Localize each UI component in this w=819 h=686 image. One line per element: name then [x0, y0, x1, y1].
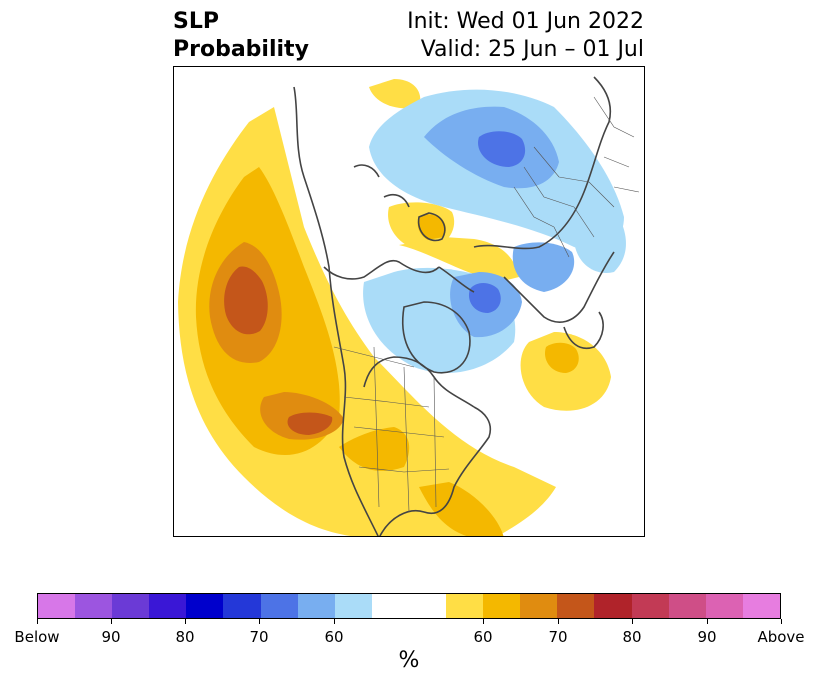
alaska-light [369, 79, 421, 109]
greenland-mid-blue [468, 283, 501, 313]
colorbar-segment [742, 594, 780, 618]
colorbar-tick-mark [334, 619, 335, 624]
colorbar-unit: % [398, 648, 420, 673]
polar-blue [512, 242, 575, 292]
colorbar-tick-label: Above [757, 628, 805, 646]
borders [333, 96, 640, 513]
colorbar-segment [668, 594, 706, 618]
init-date: Init: Wed 01 Jun 2022 [407, 9, 644, 34]
colorbar [37, 593, 781, 619]
colorbar-segment [112, 594, 150, 618]
colorbar-tick-mark [632, 619, 633, 624]
colorbar-tick-label: 60 [473, 628, 493, 646]
colorbar-segment [75, 594, 113, 618]
colorbar-tick-mark [111, 619, 112, 624]
westcoast-dark [287, 412, 333, 435]
colorbar-tick-mark [558, 619, 559, 624]
title-variable: SLP [173, 9, 219, 34]
colorbar-segment [297, 594, 335, 618]
colorbar-tick-mark [37, 619, 38, 624]
colorbar-segment [334, 594, 372, 618]
central-light [399, 237, 519, 282]
colorbar-tick-label: 70 [548, 628, 568, 646]
valid-range: Valid: 25 Jun – 01 Jul [420, 37, 644, 62]
colorbar-segment [260, 594, 298, 618]
colorbar-segment [149, 594, 187, 618]
colorbar-segment [408, 594, 447, 618]
us-gold [339, 427, 410, 471]
title-left: SLP Probability [173, 8, 309, 64]
atlantic-core [544, 342, 579, 373]
colorbar-segment [223, 594, 261, 618]
colorbar-tick-label: 90 [697, 628, 717, 646]
title-type: Probability [173, 37, 309, 62]
colorbar-segment [186, 594, 224, 618]
colorbar-segment [557, 594, 595, 618]
map-canvas [178, 76, 640, 536]
colorbar-tick-label: 60 [324, 628, 344, 646]
colorbar-segment [38, 594, 76, 618]
colorbar-tick-mark [259, 619, 260, 624]
eurasia-light-blue [574, 215, 626, 273]
colorbar-tick-mark [781, 619, 782, 624]
colorbar-tick-label: 90 [101, 628, 121, 646]
colorbar-tick-label: 80 [622, 628, 642, 646]
probability-map [173, 66, 645, 537]
colorbar-tick-label: 70 [249, 628, 269, 646]
colorbar-segment [483, 594, 521, 618]
colorbar-segment [371, 594, 409, 618]
title-right: Init: Wed 01 Jun 2022 Valid: 25 Jun – 01… [407, 8, 644, 64]
atlantic-gold [419, 482, 504, 536]
colorbar-segment [446, 594, 484, 618]
colorbar-tick-mark [483, 619, 484, 624]
below-normal-shading [363, 89, 626, 373]
colorbar-tick-mark [707, 619, 708, 624]
colorbar-tick-mark [185, 619, 186, 624]
colorbar-segment [631, 594, 669, 618]
arctic-mid-blue [478, 131, 526, 167]
above-normal-shading [178, 79, 611, 536]
coastlines [293, 76, 615, 536]
colorbar-segment [594, 594, 632, 618]
colorbar-tick-label: 80 [175, 628, 195, 646]
colorbar-segment [705, 594, 743, 618]
colorbar-tick-label: Below [14, 628, 60, 646]
pacific-dark-orange [224, 266, 268, 335]
colorbar-segment [520, 594, 558, 618]
